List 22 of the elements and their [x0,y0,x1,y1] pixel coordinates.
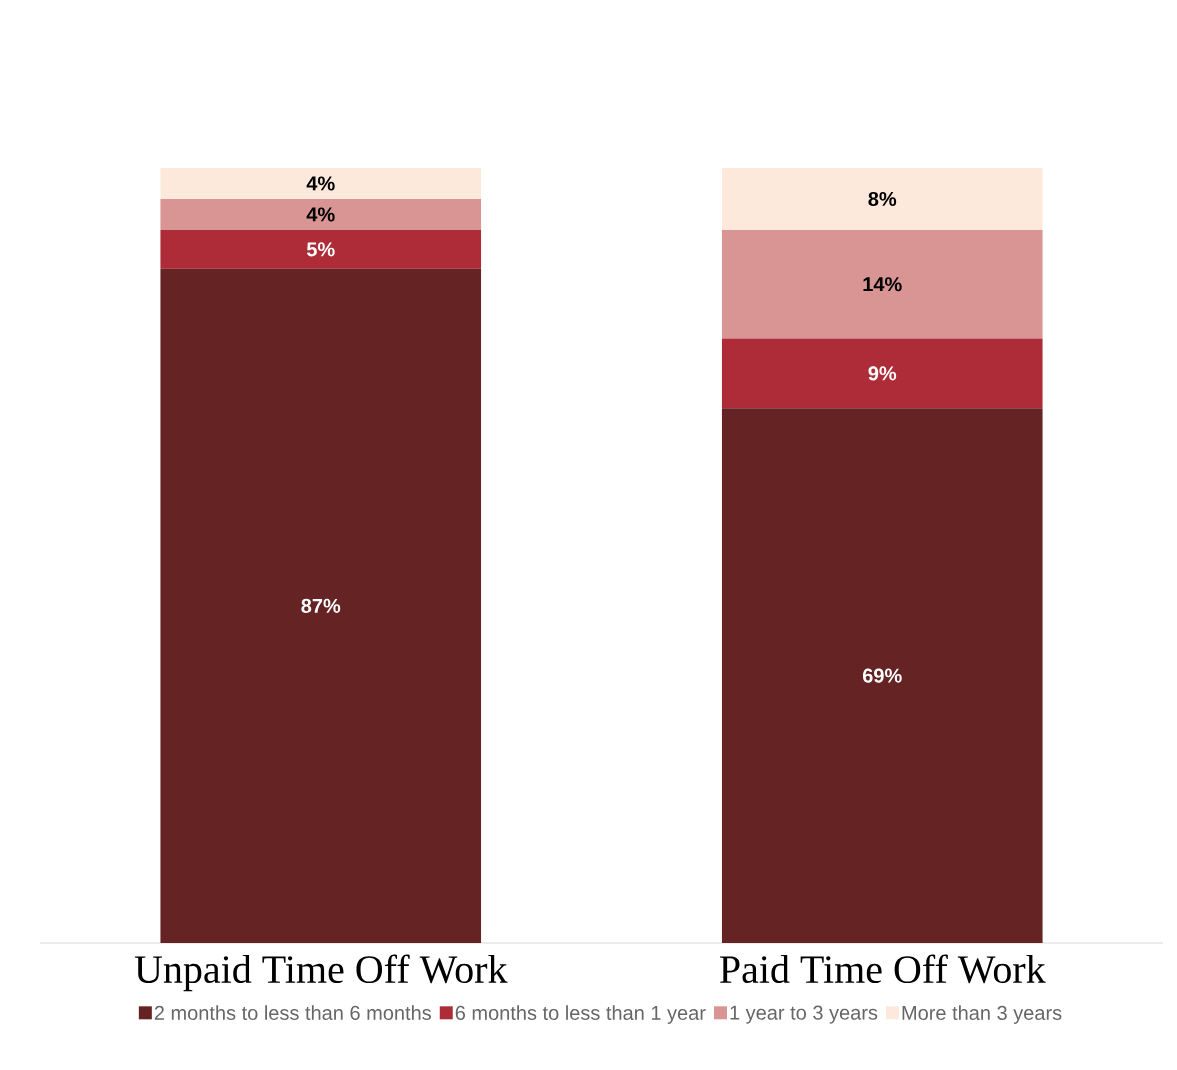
bar [160,198,482,230]
bar [721,229,1043,339]
x-tick-label: Paid Time Off Work [720,954,1046,984]
data-label: 69% [862,668,902,683]
data-label: 4% [306,207,335,222]
bar [160,268,482,943]
bar [721,338,1043,409]
legend-label: 1 year to 3 years [730,1005,878,1024]
bar [160,167,482,199]
data-label: 4% [306,176,335,191]
data-label: 14% [863,277,902,292]
data-label: 9% [868,366,897,381]
legend-label: 2 months to less than 6 months [154,1005,431,1020]
bar [160,229,482,269]
data-label: 8% [868,191,897,207]
data-label: 87% [301,598,341,613]
legend-label: 6 months to less than 1 year [455,1005,706,1024]
data-label: 5% [306,242,335,257]
bar [721,408,1043,943]
legend-label: More than 3 years [902,1005,1062,1024]
bar [721,167,1043,230]
x-tick-label: Unpaid Time Off Work [134,954,508,992]
